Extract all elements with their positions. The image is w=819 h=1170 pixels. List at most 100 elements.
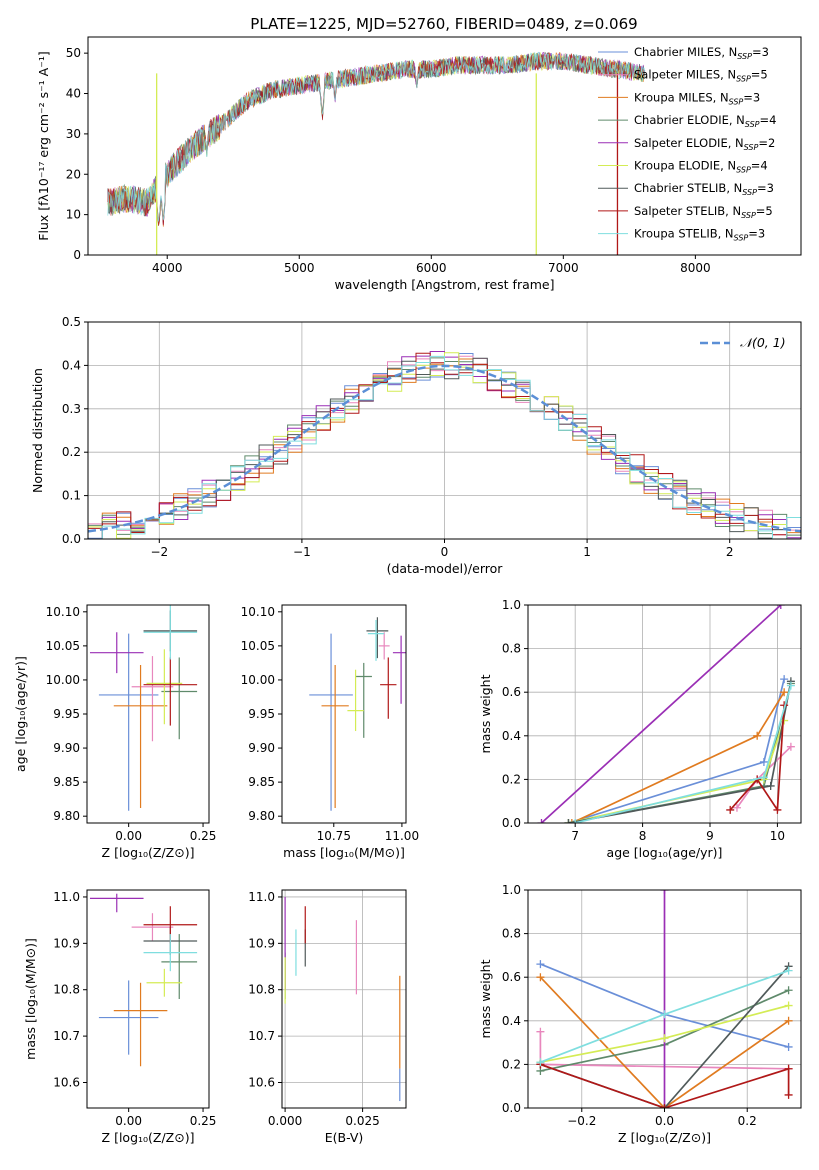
y-tick-label: 0.6 (502, 685, 521, 699)
x-tick-label: 7000 (548, 261, 579, 275)
legend-suffix: =3 (757, 181, 774, 195)
y-tick-label: 10.9 (53, 936, 80, 950)
y-tick-label: 40 (66, 87, 81, 101)
y-tick-label: 10.6 (53, 1075, 80, 1089)
y-axis-label: Flux [fλ10⁻¹⁷ erg cm⁻² s⁻¹ A⁻¹] (36, 51, 51, 240)
legend-label: Kroupa MILES, NSSP=3 (634, 90, 760, 106)
x-axis-label: Z [log₁₀(Z/Z⊙)] (102, 1130, 195, 1145)
y-tick-label: 11.0 (248, 890, 275, 904)
legend-suffix: =3 (748, 227, 765, 241)
x-tick-label: 10.75 (317, 829, 351, 843)
weight-marker (567, 819, 576, 823)
y-tick-label: 0.0 (62, 532, 81, 546)
x-tick-label: 8 (639, 829, 647, 843)
weight-marker (773, 805, 782, 814)
legend-suffix: =3 (752, 45, 769, 59)
legend-text: Kroupa STELIB, N (634, 227, 734, 241)
y-tick-label: 10.8 (53, 983, 80, 997)
x-tick-label: −0.2 (567, 1114, 596, 1128)
x-tick-label: 0.000 (268, 1114, 302, 1128)
weight-marker (784, 1016, 793, 1025)
weight-marker (780, 675, 789, 684)
y-tick-label: 0.0 (502, 1101, 521, 1115)
x-tick-label: 0.2 (738, 1114, 757, 1128)
y-tick-label: 0.4 (502, 729, 521, 743)
legend-label: Salpeter ELODIE, NSSP=2 (634, 136, 775, 152)
y-tick-label: 10.10 (241, 605, 275, 619)
data-point (113, 664, 168, 809)
y-tick-label: 30 (66, 127, 81, 141)
y-tick-label: 10.8 (248, 983, 275, 997)
panel-residual-histogram: −2 −1 0 1 2 0.0 0.1 0.2 0.3 0.4 0.5 (data-model)/er… (30, 315, 802, 576)
weight-marker (784, 1090, 793, 1099)
legend-subscript: SSP (736, 75, 751, 84)
plot-area (537, 605, 795, 823)
y-tick-label: 10.9 (248, 936, 275, 950)
x-tick-label: 9 (706, 829, 714, 843)
y-tick-label: 0 (73, 248, 81, 262)
y-axis-label: mass weight (478, 959, 493, 1038)
x-axis-label: wavelength [Angstrom, rest frame] (334, 277, 554, 292)
weight-marker (784, 1001, 793, 1010)
legend-text: Chabrier STELIB, N (634, 181, 742, 195)
weight-marker (536, 973, 545, 982)
data-point (367, 619, 385, 661)
legend-subscript: SSP (736, 166, 751, 175)
data-point (146, 649, 183, 725)
data-point (380, 657, 397, 719)
x-tick-label: 11.00 (385, 829, 419, 843)
weight-marker (564, 819, 573, 823)
legend-subscript: SSP (742, 188, 757, 197)
data-point (366, 617, 389, 659)
plot-area (107, 51, 646, 255)
weight-marker (786, 681, 795, 690)
legend-subscript: SSP (741, 211, 756, 220)
x-tick-label: −1 (293, 545, 311, 559)
plot-area (89, 893, 198, 1067)
weight-marker (726, 805, 735, 814)
x-axis-label: age [log₁₀(age/yr)] (607, 845, 723, 860)
data-point (143, 934, 198, 972)
x-tick-label: 8000 (680, 261, 711, 275)
x-tick-label: 0.025 (345, 1114, 379, 1128)
x-tick-label: 10 (770, 829, 785, 843)
panel-age-vs-mass: 10.75 11.00 9.80 9.85 9.90 9.95 10.00 10.05 10.1… (241, 604, 419, 860)
y-tick-label: 0.2 (62, 445, 81, 459)
y-tick-label: 9.85 (248, 775, 275, 789)
x-tick-label: 0.25 (190, 1114, 217, 1128)
panel-mass-vs-EBV: 0.000 0.025 10.6 10.7 10.8 10.9 11.0 E(B-V) (248, 889, 407, 1145)
data-point (309, 633, 353, 811)
plot-area (309, 617, 406, 811)
figure-title: PLATE=1225, MJD=52760, FIBERID=0489, z=0… (250, 15, 637, 33)
y-tick-label: 20 (66, 167, 81, 181)
legend-text: Salpeter STELIB, N (634, 204, 741, 218)
x-tick-label: 0.00 (115, 829, 142, 843)
weight-marker (784, 1042, 793, 1051)
weight-marker (786, 742, 795, 751)
weight-marker (660, 1104, 669, 1108)
y-axis-label: Normed distribution (30, 368, 45, 493)
legend-label: Kroupa ELODIE, NSSP=4 (634, 159, 768, 175)
data-point (113, 982, 168, 1067)
plot-area (88, 351, 801, 539)
x-tick-label: 0.25 (190, 829, 217, 843)
data-point (321, 664, 349, 809)
x-tick-label: 7 (571, 829, 579, 843)
histogram-series-step (88, 355, 801, 539)
x-axis-label: Z [log₁₀(Z/Z⊙)] (102, 845, 195, 860)
x-tick-label: 0 (441, 545, 449, 559)
legend-label: Chabrier STELIB, NSSP=3 (634, 181, 774, 197)
weight-series-line (540, 605, 782, 823)
weight-marker (780, 688, 789, 697)
legend-label: Chabrier ELODIE, NSSP=4 (634, 113, 776, 129)
legend-suffix: =3 (743, 90, 760, 104)
legend-text: Salpeter MILES, N (634, 68, 736, 82)
data-point (161, 657, 198, 740)
weight-marker (660, 1034, 669, 1043)
data-point (347, 669, 364, 732)
y-tick-label: 10.7 (248, 1029, 275, 1043)
y-tick-label: 0.1 (62, 489, 81, 503)
legend-suffix: =5 (756, 204, 773, 218)
legend-text: Chabrier MILES, N (634, 45, 737, 59)
panel-spectrum: 4000 5000 6000 7000 8000 0 10 20 30 40 50 wavelengt… (36, 36, 802, 292)
